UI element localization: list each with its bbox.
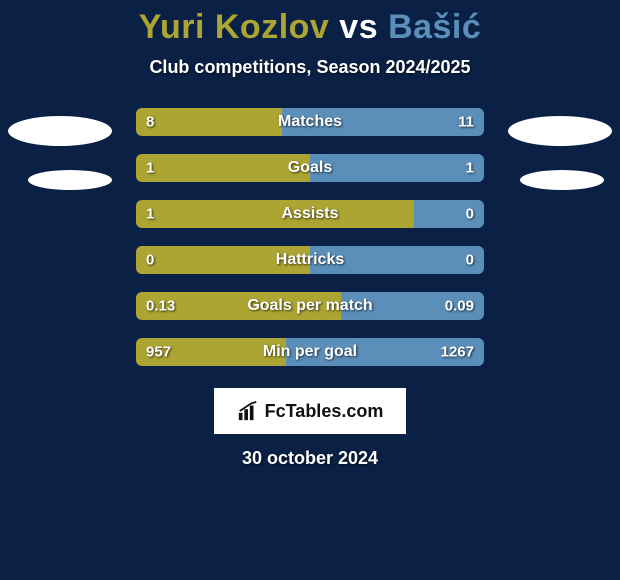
stat-label: Goals per match (247, 297, 372, 315)
stat-value-left: 1 (146, 206, 154, 223)
player1-avatar (8, 116, 112, 146)
stat-label: Assists (282, 205, 339, 223)
stat-value-right: 1267 (441, 344, 474, 361)
player2-avatar (508, 116, 612, 146)
date-text: 30 october 2024 (242, 448, 378, 469)
stat-row: Goals per match 0.13 0.09 (136, 292, 484, 320)
stat-value-right: 0 (466, 252, 474, 269)
branding-badge: FcTables.com (214, 388, 406, 434)
stat-label: Matches (278, 113, 342, 131)
stat-value-left: 0 (146, 252, 154, 269)
stat-value-left: 957 (146, 344, 171, 361)
stats-list: Matches811Goals11Assists10Hattricks00Goa… (136, 108, 484, 366)
vs-text: vs (339, 8, 378, 46)
stat-value-right: 0 (466, 206, 474, 223)
stat-row: Hattricks 0 0 (136, 246, 484, 274)
player2-club-logo (520, 170, 604, 190)
branding-text: FcTables.com (265, 401, 384, 422)
page-title: Yuri Kozlov vs Bašić (139, 8, 482, 47)
bar-chart-icon (237, 400, 259, 422)
bar-left (136, 154, 310, 182)
bar-left (136, 200, 414, 228)
comparison-area: Matches811Goals11Assists10Hattricks00Goa… (0, 108, 620, 469)
stat-value-right: 1 (466, 160, 474, 177)
bar-left (136, 108, 282, 136)
stat-label: Hattricks (276, 251, 344, 269)
player1-name: Yuri Kozlov (139, 8, 330, 46)
stat-row: Goals 1 1 (136, 154, 484, 182)
stat-value-right: 0.09 (445, 298, 474, 315)
player1-club-logo (28, 170, 112, 190)
stat-value-left: 1 (146, 160, 154, 177)
bar-right (310, 154, 484, 182)
stat-value-left: 0.13 (146, 298, 175, 315)
stat-value-right: 11 (458, 114, 474, 131)
stat-value-left: 8 (146, 114, 154, 131)
stat-row: Assists 1 0 (136, 200, 484, 228)
stat-label: Goals (288, 159, 332, 177)
player2-name: Bašić (388, 8, 481, 46)
stat-label: Min per goal (263, 343, 357, 361)
comparison-widget: Yuri Kozlov vs Bašić Club competitions, … (0, 0, 620, 580)
stat-row: Min per goal 957 1267 (136, 338, 484, 366)
stat-row: Matches 8 11 (136, 108, 484, 136)
subtitle: Club competitions, Season 2024/2025 (149, 57, 470, 78)
